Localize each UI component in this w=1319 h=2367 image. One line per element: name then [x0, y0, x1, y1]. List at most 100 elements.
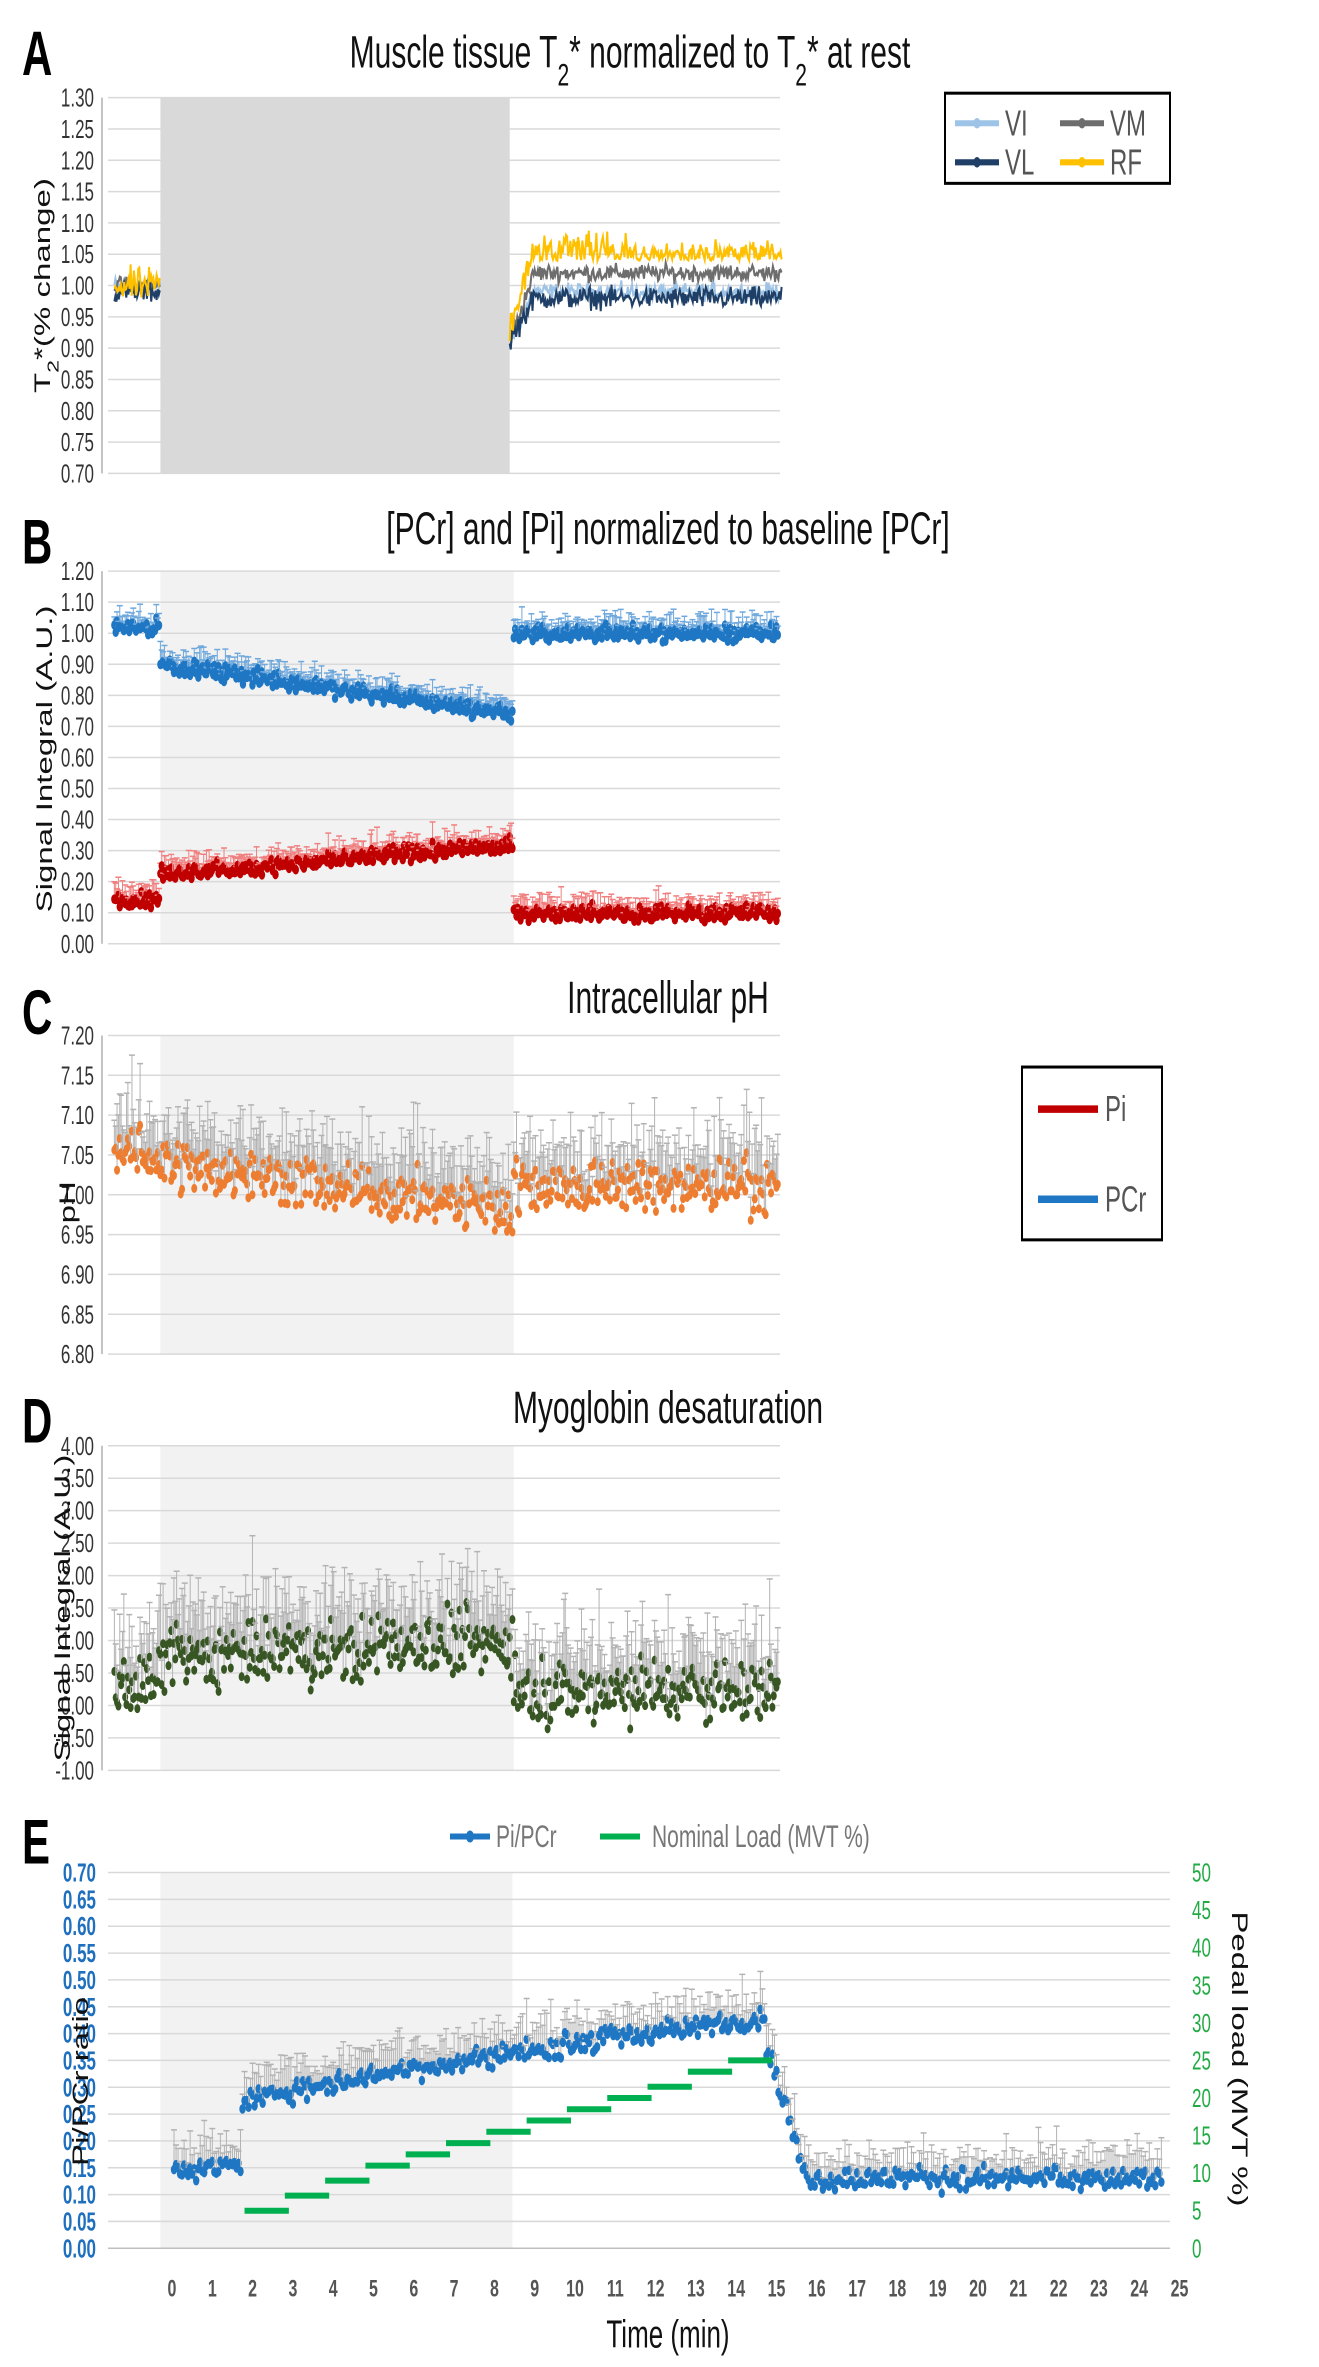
- series-line-recovery: [508, 230, 783, 342]
- data-point: [313, 1198, 320, 1208]
- data-point: [459, 1183, 466, 1193]
- chart-title: [PCr] and [Pi] normalized to baseline [P…: [386, 504, 949, 555]
- legend-label-pi: Pi: [1105, 1089, 1126, 1129]
- data-point: [606, 1195, 613, 1205]
- legend-box: [944, 91, 1171, 185]
- data-point: [662, 1174, 669, 1184]
- data-point: [397, 1204, 404, 1214]
- data-point: [222, 1156, 229, 1166]
- data-point: [547, 1195, 554, 1205]
- data-point: [114, 1165, 121, 1175]
- y-tick-label: 7.15: [61, 1061, 94, 1090]
- y-tick-label: 1.10: [61, 208, 94, 237]
- data-point: [155, 620, 163, 631]
- data-point: [212, 1640, 219, 1650]
- data-point: [640, 1159, 647, 1169]
- data-point: [509, 706, 516, 717]
- data-point: [268, 1162, 275, 1172]
- panel-letter: A: [22, 19, 52, 90]
- data-point: [374, 1201, 381, 1211]
- data-point: [609, 1157, 616, 1168]
- chart-title: Intracellular pH: [567, 973, 769, 1024]
- data-point: [244, 1179, 251, 1189]
- data-point: [460, 1200, 467, 1210]
- data-point: [134, 1164, 141, 1174]
- data-point: [169, 1678, 176, 1688]
- data-point: [464, 1174, 471, 1184]
- text-part: * normalized to T: [569, 28, 795, 79]
- data-point: [615, 1185, 622, 1195]
- data-point: [192, 1165, 199, 1175]
- data-point: [425, 1207, 432, 1217]
- subscript: 2: [45, 360, 62, 373]
- data-point: [254, 1667, 261, 1677]
- data-point: [170, 1171, 177, 1181]
- data-point: [380, 698, 387, 708]
- data-point: [507, 716, 515, 726]
- data-point: [280, 1181, 287, 1191]
- data-point: [191, 1665, 198, 1675]
- y-axis-label: Signal Integral (A.U.): [32, 606, 56, 913]
- data-point: [146, 1652, 153, 1662]
- data-point: [143, 1664, 150, 1674]
- data-point: [238, 1672, 245, 1682]
- y-tick-label: 1.10: [61, 588, 94, 617]
- data-point: [154, 1148, 161, 1158]
- data-point: [409, 1195, 416, 1205]
- data-point: [670, 1203, 677, 1213]
- data-point: [230, 1628, 237, 1638]
- data-point: [298, 1199, 305, 1209]
- data-point: [158, 1165, 165, 1175]
- data-point: [513, 1154, 520, 1164]
- y-tick-label: 0.20: [61, 867, 94, 896]
- data-point: [740, 1156, 747, 1166]
- data-point: [491, 1225, 498, 1235]
- data-point: [577, 1173, 584, 1184]
- data-point: [241, 1635, 248, 1645]
- y-tick-label: 6.85: [61, 1300, 94, 1329]
- y-tick-label: 0.50: [61, 774, 94, 803]
- legend-label: VM: [1110, 103, 1146, 143]
- data-point: [227, 1663, 234, 1673]
- data-point: [682, 1182, 689, 1192]
- data-point: [258, 870, 266, 880]
- data-point: [690, 1164, 697, 1174]
- data-point: [116, 1133, 123, 1143]
- data-point: [139, 1681, 146, 1691]
- series-line-recovery: [508, 282, 783, 350]
- data-point: [743, 1148, 750, 1158]
- data-point: [368, 1204, 375, 1214]
- y-tick-label: 1.15: [61, 177, 94, 206]
- data-point: [126, 1685, 133, 1695]
- data-point: [635, 1158, 642, 1168]
- legend-label-pcr: PCr: [1105, 1180, 1146, 1220]
- data-point: [348, 694, 355, 704]
- data-point: [365, 1166, 372, 1176]
- data-point: [283, 1171, 290, 1181]
- data-point: [451, 1190, 458, 1200]
- data-point: [429, 1185, 436, 1195]
- data-point: [487, 1190, 494, 1200]
- data-point: [133, 1153, 140, 1163]
- data-point: [221, 1664, 228, 1674]
- data-point: [576, 914, 584, 924]
- data-point: [206, 1654, 213, 1664]
- data-point: [646, 1180, 653, 1190]
- data-point: [249, 1617, 256, 1627]
- data-point: [750, 1205, 757, 1215]
- legend-marker: [973, 157, 981, 168]
- data-point: [249, 1190, 256, 1200]
- data-point: [202, 1182, 209, 1192]
- data-point: [707, 1188, 714, 1198]
- data-point: [376, 1208, 383, 1218]
- data-point: [223, 1634, 230, 1644]
- data-point: [133, 1671, 140, 1681]
- data-point: [391, 1188, 398, 1198]
- data-point: [598, 1161, 605, 1171]
- data-point: [698, 1180, 705, 1190]
- data-point: [303, 1155, 310, 1165]
- data-point: [650, 1196, 657, 1206]
- data-point: [292, 1644, 299, 1654]
- data-point: [589, 1195, 596, 1205]
- data-point: [552, 1176, 559, 1186]
